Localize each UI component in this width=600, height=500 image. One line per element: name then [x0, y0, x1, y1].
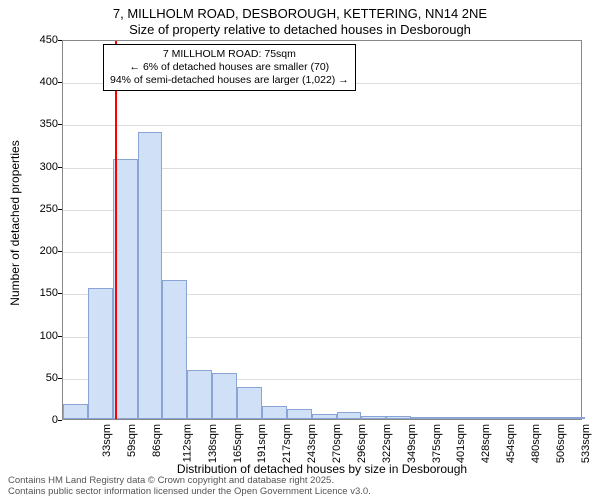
- reference-line: [115, 41, 117, 419]
- y-tick-label: 250: [40, 203, 58, 215]
- x-tick-label: 217sqm: [281, 424, 293, 463]
- y-tick-mark: [58, 167, 62, 168]
- annotation-line: ← 6% of detached houses are smaller (70): [110, 61, 349, 74]
- histogram-bar: [411, 417, 436, 419]
- histogram-bar: [262, 406, 287, 419]
- chart-container: 7, MILLHOLM ROAD, DESBOROUGH, KETTERING,…: [0, 0, 600, 500]
- x-tick-label: 428sqm: [480, 424, 492, 463]
- x-tick-label: 86sqm: [151, 424, 163, 457]
- histogram-bar: [535, 417, 560, 419]
- histogram-bar: [237, 387, 262, 419]
- attribution-footer: Contains HM Land Registry data © Crown c…: [8, 476, 371, 498]
- x-tick-label: 112sqm: [181, 424, 193, 462]
- annotation-line: 94% of semi-detached houses are larger (…: [110, 74, 349, 87]
- grid-line: [63, 125, 581, 126]
- annotation-box: 7 MILLHOLM ROAD: 75sqm← 6% of detached h…: [103, 44, 356, 91]
- y-tick-label: 450: [40, 34, 58, 46]
- chart-title-line1: 7, MILLHOLM ROAD, DESBOROUGH, KETTERING,…: [0, 6, 600, 21]
- x-tick-label: 191sqm: [257, 424, 269, 463]
- x-tick-label: 165sqm: [232, 424, 244, 463]
- chart-title-line2: Size of property relative to detached ho…: [0, 22, 600, 37]
- histogram-bar: [63, 404, 88, 419]
- annotation-line: 7 MILLHOLM ROAD: 75sqm: [110, 48, 349, 61]
- y-tick-mark: [58, 378, 62, 379]
- histogram-bar: [138, 132, 163, 419]
- y-tick-mark: [58, 40, 62, 41]
- histogram-bar: [461, 417, 486, 419]
- x-axis-label: Distribution of detached houses by size …: [62, 462, 582, 476]
- x-tick-label: 33sqm: [101, 424, 113, 457]
- footer-line2: Contains public sector information licen…: [8, 487, 371, 498]
- histogram-bar: [187, 370, 212, 419]
- x-tick-label: 296sqm: [356, 424, 368, 463]
- histogram-bar: [486, 417, 511, 419]
- histogram-bar: [162, 280, 187, 419]
- y-tick-mark: [58, 124, 62, 125]
- histogram-bar: [511, 417, 536, 419]
- histogram-bar: [386, 416, 411, 419]
- x-tick-label: 401sqm: [456, 424, 468, 463]
- histogram-bar: [312, 414, 337, 419]
- plot-area: 7 MILLHOLM ROAD: 75sqm← 6% of detached h…: [62, 40, 582, 420]
- x-tick-label: 59sqm: [126, 424, 138, 457]
- x-tick-label: 506sqm: [555, 424, 567, 463]
- histogram-bar: [560, 417, 585, 419]
- histogram-bar: [361, 416, 386, 419]
- y-tick-label: 100: [40, 330, 58, 342]
- histogram-bar: [88, 288, 113, 419]
- histogram-bar: [287, 409, 312, 419]
- x-tick-label: 375sqm: [431, 424, 443, 463]
- x-tick-label: 322sqm: [381, 424, 393, 463]
- y-tick-label: 350: [40, 118, 58, 130]
- y-tick-mark: [58, 420, 62, 421]
- y-tick-label: 300: [40, 161, 58, 173]
- y-tick-label: 400: [40, 76, 58, 88]
- x-tick-label: 480sqm: [530, 424, 542, 463]
- y-tick-label: 200: [40, 245, 58, 257]
- x-tick-label: 454sqm: [505, 424, 517, 463]
- y-tick-mark: [58, 209, 62, 210]
- x-tick-label: 349sqm: [406, 424, 418, 463]
- x-tick-label: 270sqm: [331, 424, 343, 463]
- y-axis-label: Number of detached properties: [8, 58, 22, 223]
- y-tick-mark: [58, 293, 62, 294]
- histogram-bar: [337, 412, 362, 419]
- y-tick-mark: [58, 82, 62, 83]
- x-tick-label: 533sqm: [580, 424, 592, 463]
- x-tick-label: 138sqm: [207, 424, 219, 463]
- y-tick-mark: [58, 336, 62, 337]
- histogram-bar: [436, 417, 461, 419]
- y-tick-mark: [58, 251, 62, 252]
- x-tick-label: 243sqm: [306, 424, 318, 463]
- histogram-bar: [212, 373, 237, 419]
- y-tick-label: 50: [46, 372, 58, 384]
- y-tick-label: 150: [40, 287, 58, 299]
